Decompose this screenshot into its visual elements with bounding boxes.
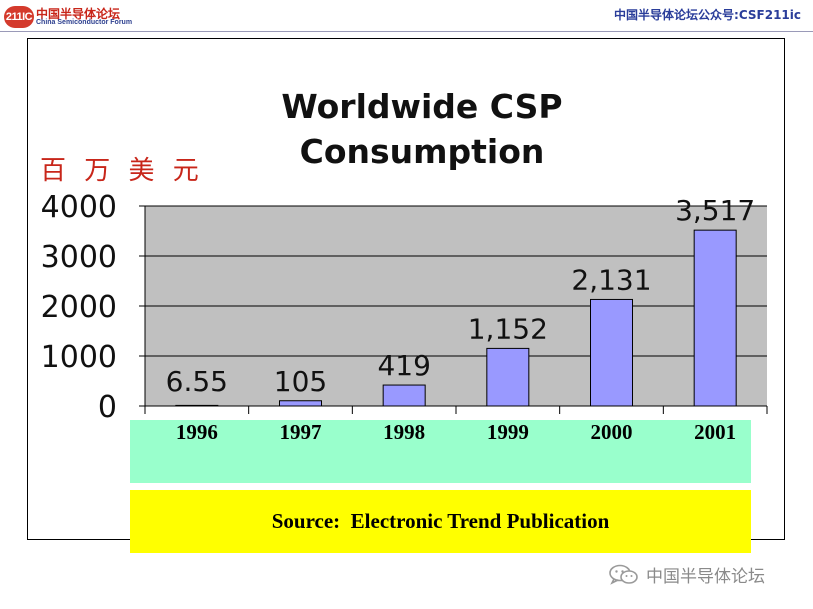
data-label: 105 — [274, 365, 327, 398]
y-tick-label: 3000 — [41, 240, 117, 275]
x-category-label: 2000 — [590, 420, 633, 444]
logo-chinese-name: 中国半导体论坛 — [36, 7, 121, 21]
chart-title-line-2: Consumption — [299, 132, 545, 171]
bar — [175, 404, 219, 407]
data-label: 2,131 — [571, 263, 651, 296]
watermark: 中国半导体论坛 — [608, 562, 765, 587]
data-label: 419 — [377, 349, 430, 382]
y-axis-unit-label: 百 万 美 元 — [40, 156, 204, 186]
data-label: 6.55 — [166, 365, 228, 398]
y-tick-label: 2000 — [41, 290, 117, 325]
y-tick-label: 1000 — [41, 340, 117, 375]
x-category-label: 1997 — [279, 420, 322, 444]
chart-title: Worldwide CSP Consumption — [200, 84, 644, 174]
category-axis-band: 1996 1997 1998 1999 2000 2001 — [130, 420, 751, 483]
bar — [382, 384, 426, 407]
chart-title-line-1: Worldwide CSP — [281, 87, 563, 126]
bar — [279, 400, 322, 407]
wechat-icon — [608, 564, 640, 586]
logo-badge: 211IC — [4, 6, 34, 28]
x-category-label: 2001 — [694, 420, 737, 444]
bar — [590, 298, 633, 407]
data-label: 3,517 — [675, 194, 755, 227]
source-band: Source: Electronic Trend Publication — [130, 490, 751, 553]
bar — [693, 229, 737, 407]
x-category-label: 1999 — [486, 420, 529, 444]
x-category-label: 1998 — [383, 420, 426, 444]
y-tick-label: 0 — [98, 390, 117, 425]
logo-english-name: China Semiconductor Forum — [36, 19, 133, 26]
forum-logo: 211IC 中国半导体论坛 China Semiconductor Forum — [4, 4, 144, 30]
data-label: 1,152 — [468, 312, 548, 345]
header-divider — [0, 31, 813, 32]
source-text: Source: Electronic Trend Publication — [271, 509, 610, 533]
y-tick-label: 4000 — [41, 190, 117, 225]
watermark-text: 中国半导体论坛 — [646, 567, 765, 587]
bar — [486, 347, 530, 407]
official-account-label: 中国半导体论坛公众号:CSF211ic — [614, 8, 801, 22]
x-category-label: 1996 — [175, 420, 218, 444]
